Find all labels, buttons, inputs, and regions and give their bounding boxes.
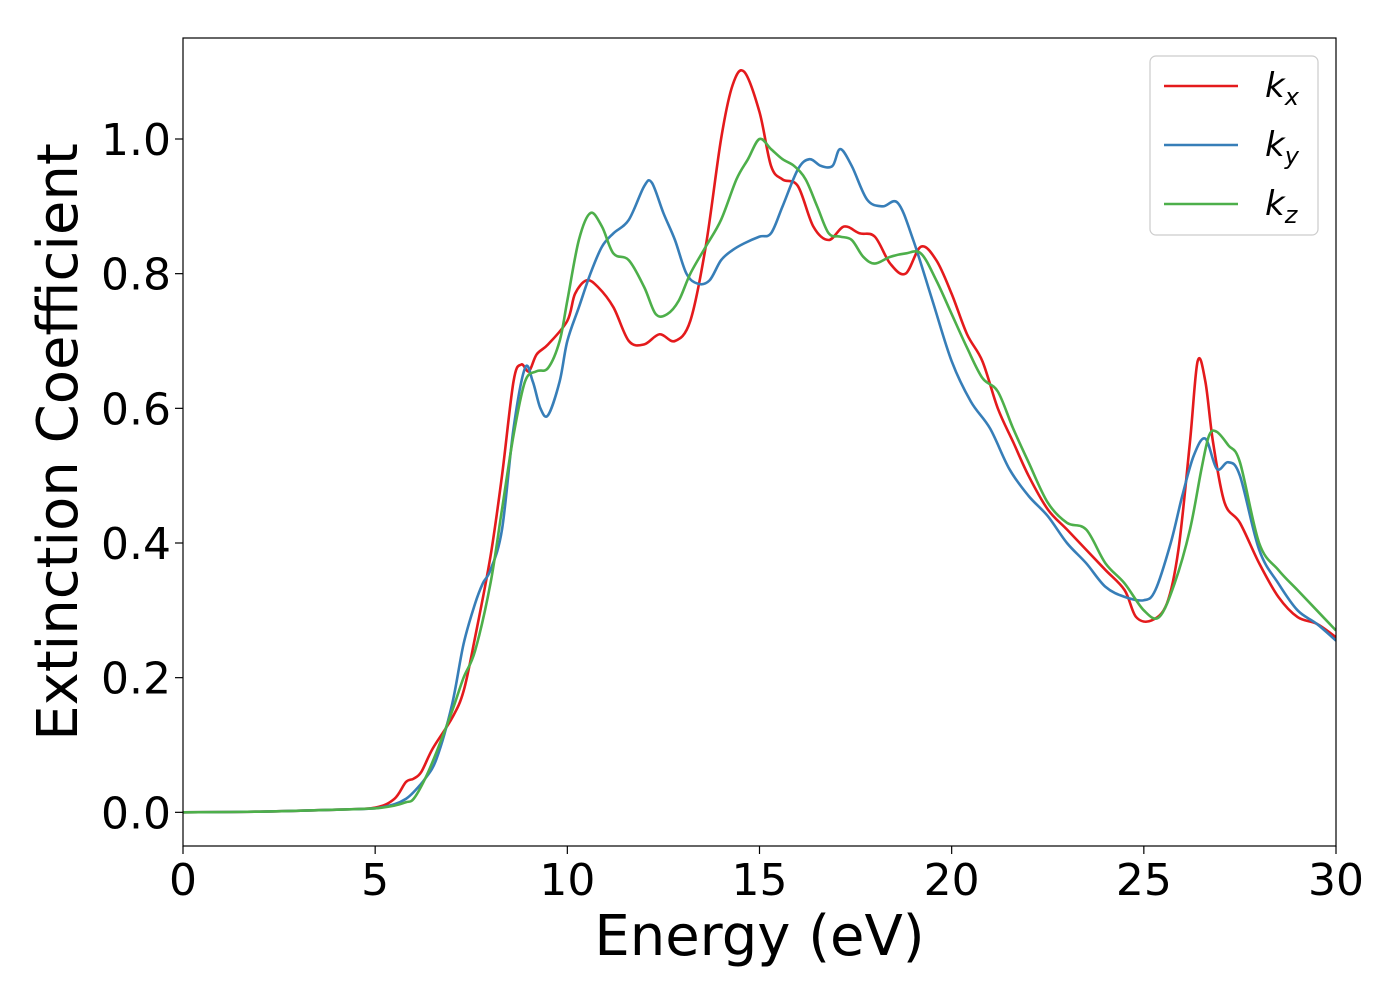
ticks-layer: 0 5 10 15 20 25 30 0.0 0.2 0.4 0.6 0.8 1.0 bbox=[101, 115, 1364, 906]
legend-label-ky: ky bbox=[1265, 125, 1300, 170]
y-tick-label: 0.4 bbox=[101, 519, 171, 570]
y-tick-label: 1.0 bbox=[101, 115, 171, 166]
x-tick-label: 0 bbox=[169, 855, 197, 906]
y-tick-label: 0.8 bbox=[101, 250, 171, 301]
x-tick-label: 10 bbox=[539, 855, 595, 906]
x-tick-label: 30 bbox=[1308, 855, 1364, 906]
series-layer bbox=[183, 69, 1336, 814]
y-tick-label: 0.0 bbox=[101, 788, 171, 839]
series-line-ky bbox=[183, 147, 1336, 814]
x-axis-title: Energy (eV) bbox=[594, 904, 924, 969]
y-axis-title: Extinction Coefficient bbox=[26, 143, 91, 741]
series-line-kz bbox=[183, 137, 1336, 814]
y-tick-label: 0.2 bbox=[101, 654, 171, 705]
x-tick-label: 15 bbox=[732, 855, 788, 906]
x-tick-label: 20 bbox=[924, 855, 980, 906]
legend-label-kx: kx bbox=[1265, 66, 1300, 111]
legend-label-kz: kz bbox=[1265, 184, 1299, 229]
y-tick-label: 0.6 bbox=[101, 384, 171, 435]
x-tick-label: 5 bbox=[361, 855, 389, 906]
x-tick-label: 25 bbox=[1116, 855, 1172, 906]
legend: kx ky kz bbox=[1149, 55, 1319, 236]
